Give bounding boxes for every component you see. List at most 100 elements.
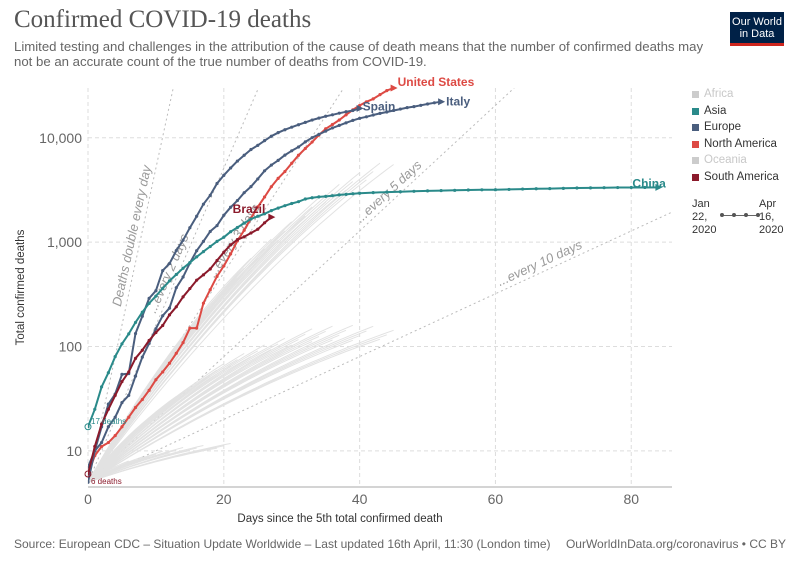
data-point-italy (378, 111, 382, 116)
credit-link[interactable]: OurWorldInData.org/coronavirus • CC BY (565, 537, 786, 551)
data-point-italy (364, 115, 369, 119)
data-point-china (548, 186, 552, 191)
data-point-united-states (113, 433, 117, 438)
data-point-spain (140, 314, 144, 318)
data-point-china (561, 186, 565, 190)
data-point-united-states (242, 228, 246, 232)
legend-item-south-america[interactable]: South America (692, 171, 779, 188)
data-point-china (575, 186, 579, 190)
data-point-spain (317, 116, 321, 120)
data-point-brazil (222, 250, 226, 254)
data-point-china (303, 197, 307, 201)
data-point-italy (120, 400, 124, 405)
data-point-china (616, 185, 620, 190)
data-point-brazil (181, 295, 185, 299)
timeline[interactable]: Jan 22, 2020 Apr 16, 2020 (692, 198, 792, 238)
data-point-italy (337, 123, 341, 127)
data-point-united-states (222, 264, 226, 268)
source-note[interactable]: Source: European CDC – Situation Update … (14, 537, 551, 551)
data-point-brazil (154, 330, 158, 335)
data-point-united-states (324, 127, 328, 131)
background-country-line (88, 179, 367, 483)
legend-swatch (692, 91, 699, 98)
timeline-tick (732, 213, 736, 217)
data-point-spain (262, 139, 267, 143)
series-label-italy: Italy (446, 95, 470, 109)
legend-swatch (692, 157, 699, 164)
data-point-united-states (371, 97, 375, 101)
series-line-brazil (88, 216, 272, 475)
data-point-united-states (161, 370, 165, 374)
data-point-china (106, 371, 110, 375)
data-point-united-states (167, 361, 172, 365)
data-point-brazil (249, 231, 253, 235)
data-point-spain (276, 131, 280, 135)
doubling-line (88, 211, 672, 483)
data-point-china (133, 320, 138, 325)
data-point-italy (317, 132, 321, 136)
timeline-end-month: Apr (759, 198, 777, 210)
timeline-track[interactable] (720, 213, 760, 217)
timeline-start: Jan 22, 2020 (692, 198, 716, 237)
legend-label: Oceania (704, 154, 747, 166)
data-point-spain (242, 153, 246, 157)
timeline-handle-end[interactable] (756, 213, 760, 217)
data-point-spain (106, 402, 110, 406)
data-point-china (188, 260, 192, 265)
timeline-handle-start[interactable] (720, 213, 724, 217)
data-point-united-states (269, 185, 273, 189)
data-point-italy (215, 223, 219, 228)
data-point-united-states (127, 415, 131, 419)
data-point-brazil (195, 278, 199, 282)
timeline-end: Apr 16, 2020 (759, 198, 783, 237)
data-point-united-states (262, 195, 267, 199)
data-point-china (296, 200, 301, 204)
chart-subtitle: Limited testing and challenges in the at… (14, 39, 704, 69)
background-country-line (88, 330, 367, 483)
data-point-china (215, 239, 219, 244)
data-point-spain (283, 128, 287, 132)
data-point-china (439, 188, 443, 193)
owid-logo[interactable]: Our World in Data (730, 12, 784, 46)
data-point-spain (88, 480, 90, 484)
data-point-spain (310, 118, 314, 122)
data-point-united-states (99, 444, 104, 449)
data-point-united-states (303, 146, 307, 151)
data-point-united-states (283, 169, 287, 174)
data-point-united-states (181, 340, 185, 345)
legend-item-africa[interactable]: Africa (692, 88, 779, 105)
legend-item-europe[interactable]: Europe (692, 121, 779, 138)
data-point-united-states (215, 274, 219, 278)
data-point-italy (385, 110, 389, 114)
legend-item-asia[interactable]: Asia (692, 105, 779, 122)
legend-item-oceania[interactable]: Oceania (692, 154, 779, 171)
data-point-china (242, 221, 246, 225)
data-point-italy (269, 163, 273, 167)
data-point-china (167, 279, 172, 283)
data-point-brazil (113, 393, 117, 397)
legend-label: South America (704, 170, 779, 183)
data-point-china (310, 196, 314, 200)
series-line-china (88, 186, 659, 428)
data-point-italy (358, 116, 362, 120)
series-line-united-states (88, 88, 394, 475)
data-point-brazil (127, 370, 131, 374)
data-point-italy (229, 205, 233, 209)
series-label-united-states: United States (398, 75, 475, 89)
background-country-line (88, 201, 327, 483)
data-point-italy (310, 136, 314, 140)
x-tick-label: 40 (352, 491, 368, 507)
data-point-china (140, 310, 144, 314)
data-point-china (351, 192, 355, 196)
data-point-spain (235, 159, 239, 163)
data-point-spain (167, 261, 172, 266)
data-point-italy (235, 198, 239, 203)
background-country-line (88, 215, 306, 483)
data-point-spain (201, 202, 206, 206)
legend-item-north-america[interactable]: North America (692, 138, 779, 155)
data-point-brazil (229, 243, 233, 247)
data-point-italy (290, 149, 294, 153)
data-point-italy (283, 153, 287, 157)
y-tick-label: 100 (59, 338, 83, 354)
chart-area[interactable]: 10 100 1,000 10,000 0 20 40 60 80 Days since the … (0, 0, 800, 530)
